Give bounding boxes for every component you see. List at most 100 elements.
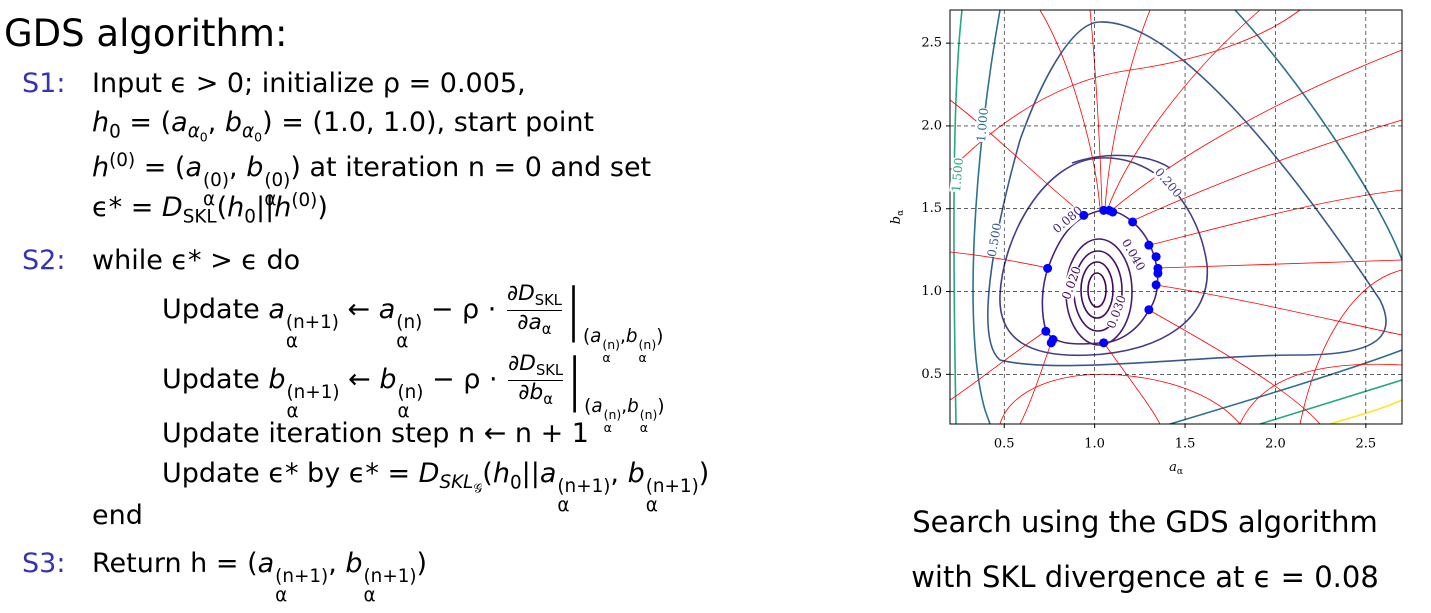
math-text: , [621,395,628,417]
math-text: = ( [135,152,186,184]
math-group: ∂bα [518,380,553,408]
math-symbol: h0 [227,192,256,227]
superscript: (0) [203,171,229,190]
math-text: (0) [203,170,230,192]
math-text: ) = (1.0, 1.0), start point [262,107,595,138]
math-symbol: ∂bα [518,380,553,408]
scripts: (n+1) α [364,567,417,606]
math-text: ← [339,364,380,396]
superscript: (n+1) [364,567,417,586]
math-text: α [187,121,200,143]
step-line: while ϵ* > ϵ do [92,245,300,277]
math-text: b [268,364,286,396]
step-label: S1: [22,68,66,99]
subscript: α [602,351,620,364]
math-text: ) at iteration n = 0 and set [290,152,652,184]
math-group: Update ϵ* by ϵ* = DSKL𝒢(h0||a (n+1) α, b (n… [162,458,709,515]
math-text: α [557,495,570,517]
math-text: ) [657,395,665,417]
point [1151,280,1161,290]
math-symbol: b (n) α [626,326,656,364]
point [1043,263,1053,273]
superscript: (n) [602,338,620,351]
math-symbol: h0 [493,458,522,493]
superscript: (n) [640,408,658,421]
math-text: Update ϵ* by ϵ* = [162,458,419,489]
scripts: (n) α [397,383,423,422]
step-line: h0 = (aα0, bα0) = (1.0, 1.0), start poin… [92,107,594,146]
contour-chart: 0.0200.0300.0400.0800.2000.5001.0001.500… [889,9,1403,477]
subscript: α0 [242,121,263,145]
subscript: α [364,586,417,605]
step-line: h(0) = (a (0) α, b (0) α) at iteration n = 0… [92,150,651,210]
math-text: α [264,189,277,211]
contour [1259,379,1403,425]
math-text: b [627,458,645,489]
x-tick-label: 0.5 [994,437,1015,452]
math-text: α [541,321,552,339]
scripts: (n+1) α [286,313,339,352]
math-text: , [610,458,628,489]
subscript: α [286,332,339,351]
point [1079,210,1089,220]
math-symbol: b (0) α [246,152,290,209]
scripts: (n) α [602,338,620,364]
subscript: α [542,321,552,338]
subscript: α [557,496,610,515]
axis-label-sub: α [1177,467,1183,477]
subscript: α [275,586,328,605]
math-text: b [379,364,397,396]
superscript: (0) [291,190,317,211]
subscript: α [287,402,340,421]
math-symbol: b (n) α [379,364,423,421]
math-text: , [328,548,346,579]
math-text: , [229,152,247,184]
scripts: (n) α [396,313,422,352]
subscript: α [640,421,658,434]
caption-line: Search using the GDS algorithm [912,505,1378,539]
math-text: α [603,419,612,435]
math-text: α [286,401,299,423]
point [1128,217,1138,227]
contour-label: 0.500 [985,222,1005,258]
math-text: ← [338,294,379,326]
math-symbol: a (n) α [590,326,620,364]
contour [1169,349,1403,425]
math-text: end [92,500,143,531]
contour-label: 1.000 [974,107,991,142]
subscript: α [397,402,423,421]
scripts: (n) α [604,408,622,434]
math-symbol: SKL𝒢 [439,472,483,496]
math-text: h [227,192,245,224]
math-text: 𝒢 [473,480,483,496]
scripts: (n+1) α [275,567,328,606]
math-group: Update a (n+1) α ← a (n) α − ρ · ∂DSKL ∂aα |(a… [162,281,663,364]
contour-label-bg [1059,264,1085,302]
subscript: SKL [535,292,562,309]
math-text: (0) [264,170,291,192]
math-text: (n+1) [363,566,417,588]
math-text: b [627,395,639,417]
math-text: Update [162,294,269,326]
evaluation-point: (a (n) α ,b (n) α) [584,395,665,434]
math-text: 0 [244,206,256,228]
math-text: (n) [396,312,423,334]
math-text: α [242,121,255,143]
math-symbol: a (0) α [185,152,229,209]
point [1046,338,1056,348]
contour-label-bg [1050,203,1086,237]
axis-label-base: b [889,216,904,224]
scripts: (0) α [264,171,290,210]
contour [1080,261,1114,319]
math-group: while ϵ* > ϵ do [92,245,300,276]
math-text: (n+1) [275,566,329,588]
math-symbol: bα0 [225,107,262,145]
math-text: 0 [254,129,263,145]
contour-label-bg [1151,165,1185,201]
scripts: (n+1) α [557,477,610,516]
math-text: α [203,189,216,211]
math-group: SKL𝒢 [439,472,483,496]
math-group: Return h = (a (n+1) α, b (n+1) α) [92,548,427,605]
math-group: h0 = (aα0, bα0) = (1.0, 1.0), start poin… [92,107,595,145]
